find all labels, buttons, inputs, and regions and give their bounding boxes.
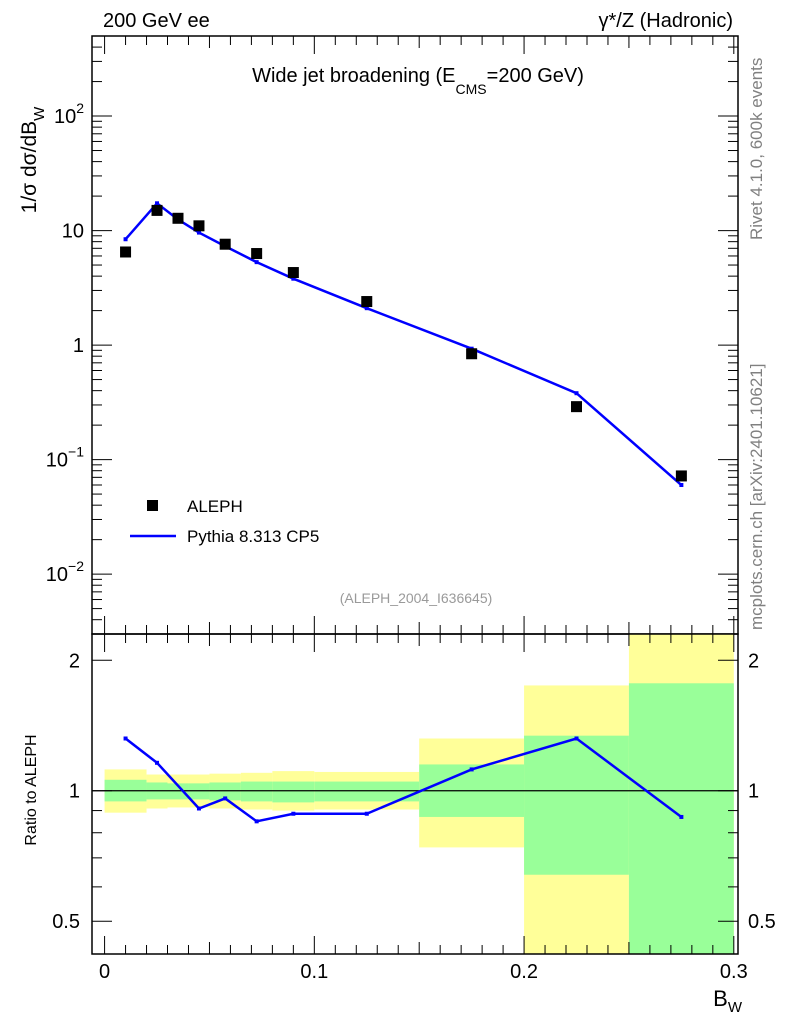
- analysis-label: (ALEPH_2004_I636645): [340, 590, 493, 606]
- ratio-y-tick-labels: 0.5 0.5 1 1 2 2: [52, 650, 776, 933]
- ratio-point: [364, 811, 369, 816]
- ratio-point: [196, 806, 201, 811]
- data-point: [571, 401, 582, 413]
- ratio-point: [291, 811, 296, 816]
- data-point: [251, 248, 263, 260]
- main-panel: Wide jet broadening (ECMS=200 GeV) 1/σ d…: [18, 35, 739, 635]
- ratio-point: [123, 736, 128, 741]
- main-y-tick-labels: 10−2 10−1 1 10 102: [46, 100, 84, 586]
- ratio-band-inner: [209, 782, 241, 801]
- mc-line: [124, 201, 683, 486]
- main-y-tick-label: 10−1: [46, 444, 84, 472]
- ratio-band-inner: [240, 781, 273, 802]
- ratio-y-tick-label-right: 1: [748, 781, 759, 803]
- mc-point: [254, 260, 259, 265]
- mc-point: [196, 230, 201, 235]
- data-point: [466, 348, 478, 360]
- x-tick-label: 0.3: [720, 961, 748, 983]
- main-y-axis-label: 1/σ dσ/dBW: [18, 106, 48, 213]
- ratio-panel: 0.5 0.5 1 1 2 2 0 0.1 0.2 0.3 Ratio to ALEPH BW: [23, 633, 776, 1016]
- mc-point: [291, 276, 296, 281]
- data-point: [120, 246, 132, 258]
- data-point: [172, 212, 184, 224]
- mc-point: [679, 483, 684, 488]
- main-y-tick-label: 1: [73, 335, 84, 357]
- data-point: [361, 296, 373, 308]
- main-y-ticks: [92, 35, 738, 635]
- ratio-y-tick-label: 2: [69, 650, 80, 672]
- ratio-y-ticks: [92, 659, 738, 922]
- mc-point: [364, 306, 369, 311]
- ratio-point: [155, 760, 160, 765]
- main-x-ticks: [104, 36, 735, 634]
- ratio-series: [123, 736, 684, 824]
- main-title: Wide jet broadening (ECMS=200 GeV): [252, 65, 584, 97]
- x-axis-label-subscript: W: [728, 999, 743, 1016]
- ratio-x-ticks: [104, 634, 735, 954]
- main-y-axis-label-subscript: W: [31, 106, 48, 121]
- ratio-x-tick-labels: 0 0.1 0.2 0.3: [99, 961, 748, 983]
- ratio-y-tick-label-right: 2: [748, 650, 759, 672]
- ratio-band-inner: [167, 783, 189, 800]
- legend-marker-aleph: [147, 500, 158, 511]
- ratio-frame: [91, 633, 739, 955]
- x-tick-label: 0.2: [510, 961, 538, 983]
- data-point: [675, 470, 687, 482]
- ratio-line: [124, 737, 683, 823]
- data-point: [219, 238, 231, 250]
- main-title-subscript: CMS: [456, 81, 487, 97]
- ratio-y-axis-label: Ratio to ALEPH: [23, 734, 40, 845]
- legend-label-aleph: ALEPH: [187, 497, 243, 516]
- mcplots-label: mcplots.cern.ch [arXiv:2401.10621]: [747, 364, 766, 630]
- main-y-tick-label: 10−2: [46, 558, 84, 586]
- main-y-tick-label: 10: [62, 221, 84, 243]
- header-right: γ*/Z (Hadronic): [599, 10, 733, 32]
- header-left: 200 GeV ee: [103, 10, 210, 32]
- x-tick-label: 0.1: [300, 961, 328, 983]
- legend: ALEPH Pythia 8.313 CP5: [130, 497, 319, 546]
- ratio-point: [254, 819, 259, 824]
- x-tick-label: 0: [99, 961, 110, 983]
- ratio-point: [469, 767, 474, 772]
- ratio-band-inner: [524, 735, 629, 875]
- mc-point: [155, 201, 160, 206]
- ratio-point: [574, 736, 579, 741]
- ratio-y-tick-label-right: 0.5: [748, 911, 776, 933]
- ratio-y-tick-label: 0.5: [52, 911, 80, 933]
- data-point: [287, 267, 299, 279]
- ratio-band-inner: [188, 783, 210, 800]
- main-series: [120, 201, 687, 488]
- legend-label-pythia: Pythia 8.313 CP5: [187, 527, 319, 546]
- ratio-y-tick-label: 1: [69, 781, 80, 803]
- mc-point: [574, 391, 579, 396]
- x-axis-label: BW: [713, 986, 743, 1016]
- ratio-point: [223, 796, 228, 801]
- ratio-point: [679, 814, 684, 819]
- rivet-version-label: Rivet 4.1.0, 600k events: [747, 58, 766, 240]
- mc-point: [123, 237, 128, 242]
- data-point: [193, 220, 205, 232]
- data-point: [151, 204, 163, 216]
- ratio-band-inner: [314, 781, 420, 802]
- ratio-band-inner: [272, 781, 315, 803]
- main-y-tick-label: 102: [54, 100, 84, 128]
